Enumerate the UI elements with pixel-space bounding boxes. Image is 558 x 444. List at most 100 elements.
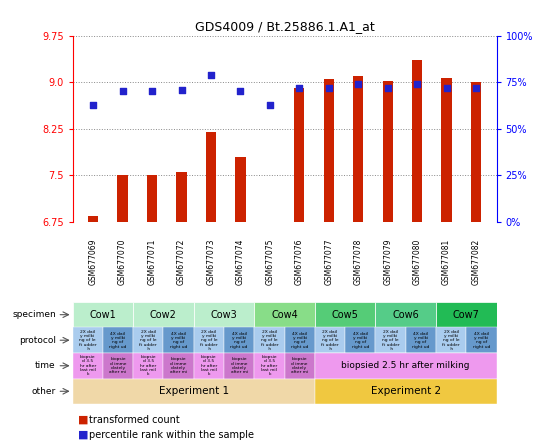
Point bbox=[354, 80, 363, 87]
Text: 4X dail
y milki
ng of
right ud: 4X dail y milki ng of right ud bbox=[291, 332, 309, 349]
Text: biopsie
d imme
diately
after mi: biopsie d imme diately after mi bbox=[109, 357, 127, 374]
Text: GSM677072: GSM677072 bbox=[177, 239, 186, 285]
Text: 2X dail
y milki
ng of le
ft udder
 h: 2X dail y milki ng of le ft udder h bbox=[442, 329, 460, 351]
Text: 2X dail
y milki
ng of le
ft udder
 h: 2X dail y milki ng of le ft udder h bbox=[200, 329, 218, 351]
Text: GSM677080: GSM677080 bbox=[412, 239, 422, 285]
Text: 4X dail
y milki
ng of
right ud: 4X dail y milki ng of right ud bbox=[473, 332, 490, 349]
Bar bbox=[294, 88, 305, 222]
Bar bbox=[194, 328, 224, 353]
Bar bbox=[436, 328, 466, 353]
Bar bbox=[224, 328, 254, 353]
Bar bbox=[147, 175, 157, 222]
Text: biopsied 2.5 hr after milking: biopsied 2.5 hr after milking bbox=[341, 361, 470, 370]
Point bbox=[324, 84, 333, 91]
Bar bbox=[285, 353, 315, 378]
Text: GSM677071: GSM677071 bbox=[147, 239, 157, 285]
Point bbox=[266, 101, 275, 108]
Bar bbox=[376, 302, 436, 328]
Bar bbox=[194, 302, 254, 328]
Bar bbox=[315, 378, 497, 404]
Text: percentile rank within the sample: percentile rank within the sample bbox=[89, 430, 254, 440]
Point bbox=[472, 84, 480, 91]
Bar bbox=[264, 222, 275, 225]
Text: Cow3: Cow3 bbox=[210, 309, 237, 320]
Point bbox=[118, 88, 127, 95]
Bar bbox=[103, 353, 133, 378]
Text: Cow1: Cow1 bbox=[89, 309, 116, 320]
Text: GSM677077: GSM677077 bbox=[324, 239, 333, 285]
Point bbox=[89, 101, 98, 108]
Point bbox=[236, 88, 245, 95]
Text: biopsie
d 3.5
hr after
last mil
k: biopsie d 3.5 hr after last mil k bbox=[201, 355, 217, 377]
Bar bbox=[441, 78, 452, 222]
Bar bbox=[254, 328, 285, 353]
Text: biopsie
d 3.5
hr after
last mil
k: biopsie d 3.5 hr after last mil k bbox=[80, 355, 96, 377]
Text: Cow6: Cow6 bbox=[392, 309, 419, 320]
Bar bbox=[235, 157, 246, 222]
Bar bbox=[466, 328, 497, 353]
Bar bbox=[315, 353, 345, 378]
Text: 4X dail
y milki
ng of
right ud: 4X dail y milki ng of right ud bbox=[170, 332, 187, 349]
Bar bbox=[412, 60, 422, 222]
Text: biopsie
d imme
diately
after mi: biopsie d imme diately after mi bbox=[291, 357, 308, 374]
Bar bbox=[117, 175, 128, 222]
Bar bbox=[88, 216, 98, 222]
Bar bbox=[315, 353, 497, 378]
Bar bbox=[254, 353, 285, 378]
Bar bbox=[324, 79, 334, 222]
Text: biopsie
d 3.5
hr after
last mil
k: biopsie d 3.5 hr after last mil k bbox=[261, 355, 277, 377]
Bar bbox=[103, 328, 133, 353]
Bar bbox=[194, 353, 224, 378]
Bar bbox=[254, 302, 315, 328]
Text: biopsie
d imme
diately
after mi: biopsie d imme diately after mi bbox=[230, 357, 248, 374]
Text: protocol: protocol bbox=[19, 336, 56, 345]
Bar bbox=[73, 378, 315, 404]
Point bbox=[177, 86, 186, 93]
Text: ■: ■ bbox=[78, 430, 89, 440]
Bar bbox=[466, 353, 497, 378]
Point bbox=[295, 84, 304, 91]
Point bbox=[413, 80, 422, 87]
Bar bbox=[133, 353, 163, 378]
Bar bbox=[163, 353, 194, 378]
Bar bbox=[133, 328, 163, 353]
Text: 4X dail
y milki
ng of
right ud: 4X dail y milki ng of right ud bbox=[412, 332, 430, 349]
Text: GSM677075: GSM677075 bbox=[266, 239, 275, 285]
Point bbox=[442, 84, 451, 91]
Bar bbox=[382, 81, 393, 222]
Point bbox=[147, 88, 156, 95]
Bar bbox=[436, 302, 497, 328]
Text: Cow5: Cow5 bbox=[331, 309, 359, 320]
Text: GSM677078: GSM677078 bbox=[354, 239, 363, 285]
Text: GSM677082: GSM677082 bbox=[472, 239, 480, 285]
Text: ■: ■ bbox=[78, 415, 89, 424]
Text: 4X dail
y milki
ng of
right ud: 4X dail y milki ng of right ud bbox=[109, 332, 127, 349]
Bar bbox=[353, 76, 363, 222]
Bar bbox=[315, 328, 345, 353]
Text: GSM677079: GSM677079 bbox=[383, 239, 392, 285]
Text: transformed count: transformed count bbox=[89, 415, 180, 424]
Text: 2X dail
y milki
ng of le
ft udder
 h: 2X dail y milki ng of le ft udder h bbox=[382, 329, 400, 351]
Bar bbox=[345, 353, 376, 378]
Text: GSM677069: GSM677069 bbox=[89, 239, 98, 285]
Text: time: time bbox=[35, 361, 56, 370]
Text: 2X dail
y milki
ng of le
ft udder
 h: 2X dail y milki ng of le ft udder h bbox=[321, 329, 339, 351]
Text: 2X dail
y milki
ng of le
ft udder
 h: 2X dail y milki ng of le ft udder h bbox=[140, 329, 157, 351]
Bar bbox=[376, 328, 406, 353]
Text: Experiment 1: Experiment 1 bbox=[158, 386, 229, 396]
Title: GDS4009 / Bt.25886.1.A1_at: GDS4009 / Bt.25886.1.A1_at bbox=[195, 20, 374, 33]
Text: GSM677081: GSM677081 bbox=[442, 239, 451, 285]
Bar bbox=[73, 328, 103, 353]
Bar bbox=[376, 353, 406, 378]
Bar bbox=[206, 132, 216, 222]
Bar bbox=[163, 328, 194, 353]
Bar bbox=[133, 302, 194, 328]
Point bbox=[206, 71, 215, 78]
Bar bbox=[315, 302, 376, 328]
Text: 2X dail
y milki
ng of le
ft udder
 h: 2X dail y milki ng of le ft udder h bbox=[261, 329, 278, 351]
Text: GSM677073: GSM677073 bbox=[206, 239, 215, 285]
Bar bbox=[406, 328, 436, 353]
Bar bbox=[73, 302, 133, 328]
Text: Experiment 2: Experiment 2 bbox=[371, 386, 441, 396]
Text: Cow4: Cow4 bbox=[271, 309, 298, 320]
